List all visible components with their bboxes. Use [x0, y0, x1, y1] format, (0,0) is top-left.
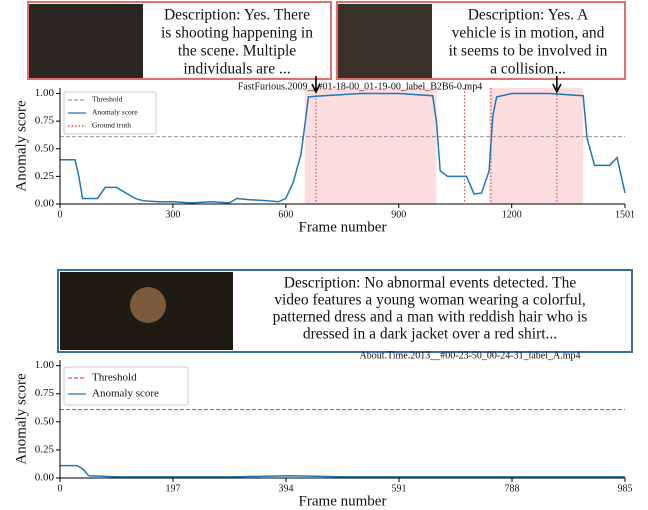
- y-tick-label: 0.25: [35, 443, 55, 455]
- description-line: dressed in a dark jacket over a red shir…: [303, 326, 557, 343]
- description-line: Description: Yes. There: [164, 7, 310, 24]
- x-tick-label: 591: [392, 483, 407, 494]
- x-axis-label: Frame number: [299, 219, 387, 235]
- y-tick-label: 1.00: [35, 359, 55, 371]
- description-line: Description: Yes. A: [468, 7, 589, 24]
- x-axis-label: Frame number: [299, 493, 387, 509]
- chart-title: About.Time.2013__#00-23-50_00-24-31_labe…: [359, 350, 580, 361]
- x-tick-label: 600: [278, 209, 293, 220]
- y-tick-label: 0.75: [35, 387, 55, 399]
- y-tick-label: 0.50: [35, 415, 55, 427]
- description-line: patterned dress and a man with reddish h…: [273, 309, 588, 326]
- legend-label: Threshold: [92, 372, 137, 384]
- legend-label: Anomaly score: [92, 108, 138, 117]
- x-tick-label: 197: [166, 483, 181, 494]
- y-axis-label: Anomaly score: [13, 100, 29, 192]
- description-line: a collision...: [490, 61, 566, 78]
- x-tick-label: 300: [165, 209, 180, 220]
- highlight-span: [489, 88, 583, 204]
- description-line: individuals are ...: [183, 61, 290, 78]
- x-tick-label: 0: [58, 209, 63, 220]
- chart-title: FastFurious.2009__#01-18-00_01-19-00_lab…: [238, 81, 482, 92]
- description-line: Description: No abnormal events detected…: [284, 275, 577, 292]
- y-tick-label: 1.00: [35, 87, 55, 99]
- x-tick-label: 1501: [615, 209, 635, 220]
- y-tick-label: 0.75: [35, 115, 55, 127]
- y-tick-label: 0.00: [35, 198, 55, 210]
- legend-label: Ground truth: [92, 121, 131, 130]
- x-tick-label: 900: [391, 209, 406, 220]
- legend-label: Threshold: [92, 95, 123, 104]
- description-line: vehicle is in motion, and: [452, 25, 605, 42]
- frame-figure: [130, 287, 166, 323]
- description-line: the scene. Multiple: [178, 43, 296, 60]
- figure: Description: Yes. Thereis shooting happe…: [0, 0, 648, 510]
- y-tick-label: 0.25: [35, 170, 55, 182]
- description-line: it seems to be involved in: [449, 43, 608, 60]
- y-tick-label: 0.00: [35, 472, 55, 484]
- description-line: video features a young woman wearing a c…: [274, 292, 586, 309]
- x-tick-label: 985: [618, 483, 633, 494]
- anomaly-line: [60, 466, 625, 477]
- legend-label: Anomaly score: [92, 388, 159, 400]
- description-line: is shooting happening in: [161, 25, 313, 42]
- y-axis-label: Anomaly score: [13, 373, 29, 465]
- video-frame: [28, 4, 143, 78]
- video-frame: [337, 4, 432, 78]
- x-tick-label: 788: [505, 483, 520, 494]
- highlight-span: [305, 88, 437, 204]
- y-tick-label: 0.50: [35, 142, 55, 154]
- x-tick-label: 1200: [502, 209, 522, 220]
- x-tick-label: 394: [279, 483, 294, 494]
- x-tick-label: 0: [58, 483, 63, 494]
